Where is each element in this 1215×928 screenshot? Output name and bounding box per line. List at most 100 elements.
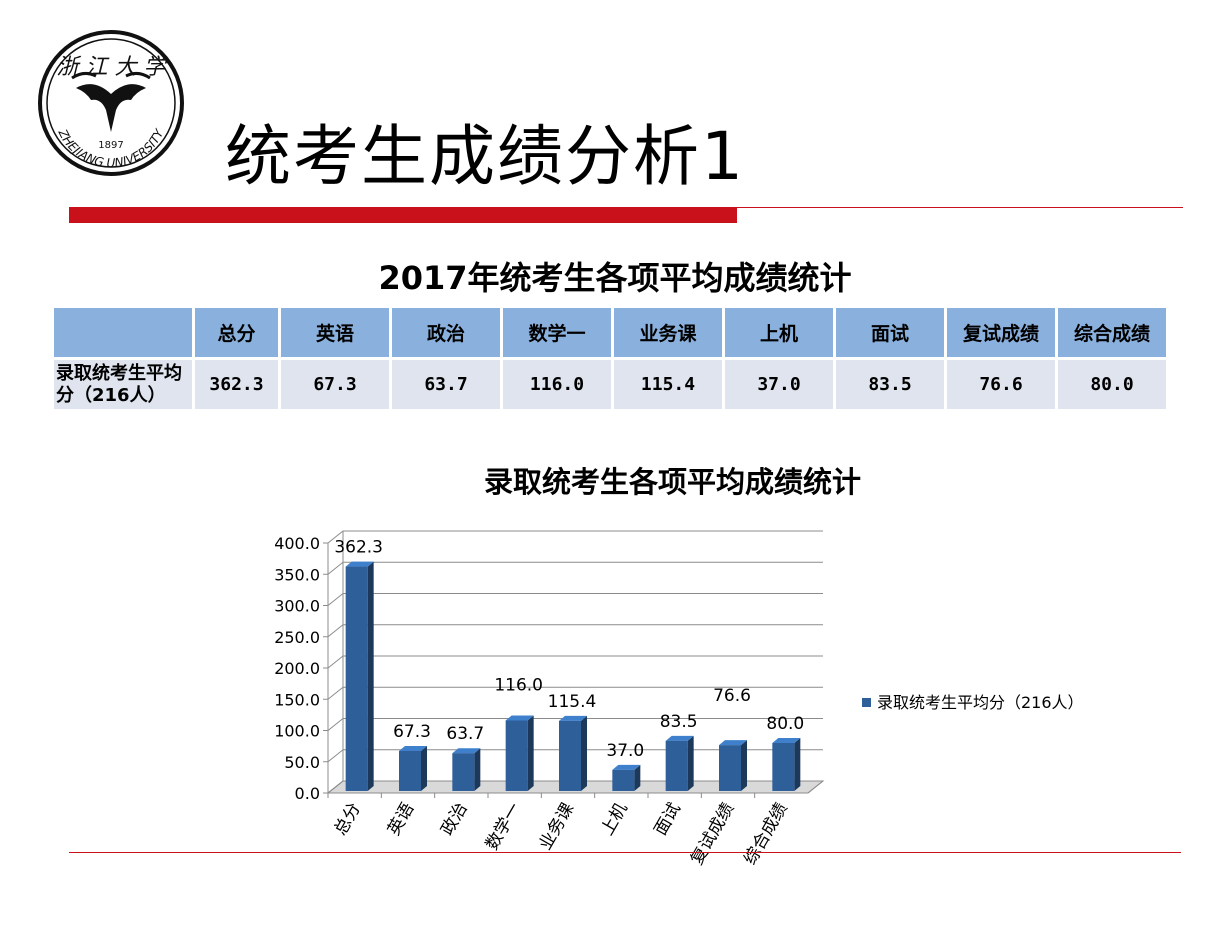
- table-row: 录取统考生平均分（216人） 362.3 67.3 63.7 116.0 115…: [54, 360, 1166, 409]
- data-label: 80.0: [766, 714, 804, 734]
- x-tick-label: 总分: [331, 800, 365, 839]
- legend-label: 录取统考生平均分（216人）: [877, 693, 1084, 712]
- cell-composite: 80.0: [1058, 360, 1166, 409]
- bar-side: [687, 735, 694, 791]
- bar: [719, 745, 741, 791]
- university-logo: 浙 江 大 学 1897 ZHEJIANG UNIVERSITY: [38, 30, 184, 176]
- bar-side: [581, 715, 587, 791]
- header-cell-math: 数学一: [503, 308, 611, 357]
- bar: [345, 566, 368, 791]
- y-tick-label: 350.0: [274, 565, 320, 584]
- bar-side: [634, 764, 641, 791]
- bar: [505, 720, 528, 791]
- header-cell-composite: 综合成绩: [1058, 308, 1166, 357]
- table-title: 2017年统考生各项平均成绩统计: [378, 259, 852, 297]
- header-cell-politics: 政治: [392, 308, 500, 357]
- data-label: 362.3: [334, 538, 383, 558]
- bar-top: [505, 715, 534, 721]
- y-tick-label: 50.0: [284, 753, 320, 772]
- title-underline-thin: [737, 207, 1183, 208]
- slide-title: 统考生成绩分析1: [225, 118, 745, 195]
- chart-title: 录取统考生各项平均成绩统计: [483, 465, 861, 499]
- header-cell-total: 总分: [195, 308, 278, 357]
- bar-side: [794, 738, 801, 791]
- cell-retest: 76.6: [947, 360, 1055, 409]
- y-tick-label: 200.0: [274, 659, 320, 678]
- floor-right-edge: [807, 780, 824, 794]
- x-tick-label: 上机: [597, 800, 631, 839]
- score-table: 总分 英语 政治 数学一 业务课 上机 面试 复试成绩 综合成绩 录取统考生平均…: [51, 305, 1169, 412]
- bar-side: [474, 748, 481, 791]
- bar-side: [741, 740, 747, 791]
- x-tick-label: 英语: [384, 800, 418, 839]
- data-label: 63.7: [446, 724, 484, 744]
- grid-depth-line: [327, 561, 344, 575]
- bar-side: [421, 745, 427, 791]
- x-tick-label: 业务课: [536, 800, 579, 854]
- cell-interview: 83.5: [836, 360, 944, 409]
- grid-depth-line: [327, 780, 344, 794]
- bar-side: [367, 561, 374, 791]
- header-cell-computer: 上机: [725, 308, 833, 357]
- bar: [665, 740, 688, 791]
- title-underline-thick: [69, 207, 737, 223]
- data-label: 115.4: [548, 692, 597, 712]
- legend-swatch: [862, 698, 871, 707]
- cell-english: 67.3: [281, 360, 389, 409]
- bottom-rule: [69, 852, 1181, 853]
- y-tick-label: 300.0: [274, 597, 320, 616]
- logo-year: 1897: [98, 140, 123, 151]
- data-label: 116.0: [494, 676, 543, 696]
- x-tick-label: 复试成绩: [687, 800, 738, 869]
- bar-top: [345, 561, 374, 567]
- bar-side: [527, 715, 534, 791]
- x-tick-label: 数学一: [482, 800, 525, 854]
- x-tick-label: 政治: [437, 800, 471, 839]
- bar-top: [665, 735, 694, 741]
- bar-top: [399, 745, 427, 751]
- y-tick-label: 400.0: [274, 534, 320, 553]
- x-tick-label: 面试: [651, 800, 685, 839]
- grid-depth-line: [327, 593, 344, 606]
- cell-total: 362.3: [195, 360, 278, 409]
- logo-eagle-shape: [76, 84, 146, 132]
- table-header-row: 总分 英语 政治 数学一 业务课 上机 面试 复试成绩 综合成绩: [54, 308, 1166, 357]
- bar: [452, 753, 475, 791]
- bar: [399, 750, 421, 791]
- x-tick-label: 综合成绩: [740, 800, 791, 869]
- cell-politics: 63.7: [392, 360, 500, 409]
- header-cell-empty: [54, 308, 192, 357]
- cell-math: 116.0: [503, 360, 611, 409]
- cell-computer: 37.0: [725, 360, 833, 409]
- logo-top-text: 浙 江 大 学: [57, 55, 169, 80]
- bar-top: [719, 740, 747, 746]
- y-tick-label: 250.0: [274, 628, 320, 647]
- data-label: 37.0: [606, 741, 644, 761]
- y-tick-label: 100.0: [274, 722, 320, 741]
- header-cell-retest: 复试成绩: [947, 308, 1055, 357]
- bar-top: [559, 715, 587, 721]
- grid-depth-line: [327, 686, 344, 700]
- bar: [559, 720, 581, 791]
- header-cell-english: 英语: [281, 308, 389, 357]
- grid-depth-line: [327, 749, 344, 763]
- row-label: 录取统考生平均分（216人）: [54, 360, 192, 409]
- data-label: 67.3: [393, 722, 431, 742]
- header-cell-major: 业务课: [614, 308, 722, 357]
- bar-top: [452, 748, 481, 754]
- cell-major: 115.4: [614, 360, 722, 409]
- data-label: 83.5: [660, 712, 698, 732]
- grid-depth-line: [327, 655, 344, 669]
- y-tick-label: 150.0: [274, 690, 320, 709]
- bar-top: [772, 738, 801, 743]
- grid-depth-line: [327, 530, 344, 544]
- data-label: 76.6: [713, 686, 751, 706]
- bar: [772, 743, 795, 791]
- bar-top: [612, 764, 641, 770]
- y-tick-label: 0.0: [295, 784, 320, 803]
- grid-depth-line: [327, 624, 344, 638]
- header-cell-interview: 面试: [836, 308, 944, 357]
- grid-depth-line: [327, 718, 344, 731]
- bar: [612, 769, 635, 791]
